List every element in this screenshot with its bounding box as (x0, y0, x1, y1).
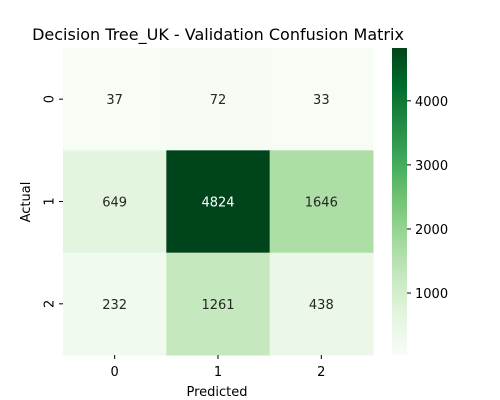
heatmap-cell (166, 48, 271, 151)
y-tick-label: 0 (43, 95, 58, 103)
cell-value-label: 1646 (305, 195, 338, 210)
heatmap-cell (63, 150, 167, 254)
colorbar-tick-label: 3000 (415, 159, 448, 174)
cell-value-label: 37 (106, 93, 123, 108)
y-axis-label: Actual (19, 182, 34, 223)
y-tick-label: 2 (43, 300, 58, 308)
colorbar-tick-label: 1000 (415, 287, 448, 302)
colorbar-ticks: 1000 2000 3000 4000 (407, 95, 448, 302)
heatmap-cell (269, 252, 374, 356)
x-axis: 0 1 2 (111, 354, 325, 380)
x-tick-label: 2 (317, 365, 325, 380)
cell-value-label: 33 (313, 93, 330, 108)
heatmap-cell-labels: 37 72 33 649 4824 1646 232 1261 438 (102, 93, 338, 313)
heatmap-cell (269, 48, 374, 151)
y-axis: 0 1 2 (43, 95, 63, 308)
cell-value-label: 1261 (201, 298, 234, 313)
heatmap-cell (63, 48, 167, 151)
heatmap-cell (269, 150, 374, 254)
y-tick-label: 1 (43, 197, 58, 205)
cell-value-label: 4824 (201, 195, 234, 210)
colorbar (392, 48, 407, 355)
heatmap-cells (63, 48, 374, 356)
cell-value-label: 72 (210, 93, 227, 108)
colorbar-tick-label: 4000 (415, 95, 448, 110)
cell-value-label: 649 (102, 195, 127, 210)
heatmap-cell (63, 252, 167, 356)
heatmap-cell (166, 252, 271, 356)
heatmap-cell (166, 150, 271, 254)
x-tick-label: 0 (111, 365, 119, 380)
chart-title: Decision Tree_UK - Validation Confusion … (32, 25, 404, 45)
cell-value-label: 232 (102, 298, 127, 313)
cell-value-label: 438 (309, 298, 334, 313)
x-axis-label: Predicted (186, 385, 247, 400)
colorbar-tick-label: 2000 (415, 223, 448, 238)
x-tick-label: 1 (214, 365, 222, 380)
